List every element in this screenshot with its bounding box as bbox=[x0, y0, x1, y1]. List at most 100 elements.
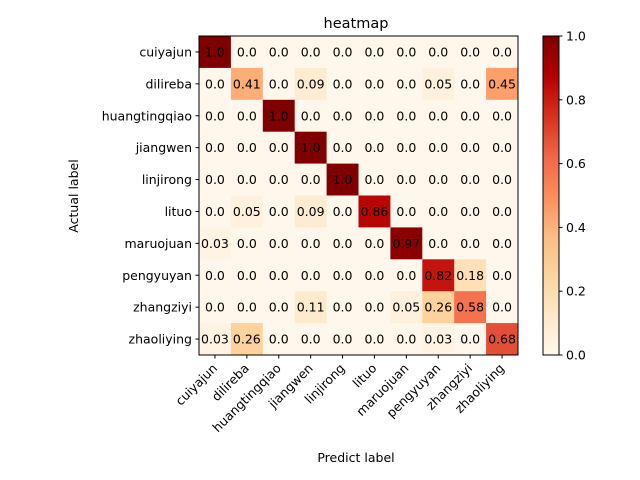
cell-value-label: 0.0 bbox=[396, 44, 416, 59]
cell-value-label: 1.0 bbox=[269, 108, 289, 123]
heatmap-cell bbox=[390, 195, 423, 228]
x-axis-ticks: cuiyajundilirebahuangtingqiaojiangwenlin… bbox=[172, 355, 507, 435]
heatmap-cell bbox=[294, 195, 327, 228]
cell-value-label: 0.0 bbox=[205, 300, 225, 315]
heatmap-cell bbox=[326, 99, 359, 133]
heatmap-cell bbox=[230, 163, 264, 196]
cell-value-label: 0.0 bbox=[492, 140, 512, 155]
cell-value-label: 0.0 bbox=[333, 108, 353, 123]
cell-value-label: 0.0 bbox=[428, 204, 448, 219]
cell-value-label: 0.0 bbox=[301, 268, 321, 283]
colorbar-tick-label: 0.0 bbox=[566, 348, 586, 363]
heatmap-cell bbox=[422, 163, 455, 196]
cell-value-label: 0.0 bbox=[428, 140, 448, 155]
heatmap-cell bbox=[262, 163, 296, 196]
cell-value-label: 0.0 bbox=[460, 140, 480, 155]
cell-value-label: 0.0 bbox=[237, 300, 257, 315]
heatmap-cell bbox=[262, 195, 296, 228]
cell-value-label: 1.0 bbox=[333, 172, 353, 187]
x-axis-label: Predict label bbox=[317, 450, 394, 465]
heatmap-cell bbox=[262, 99, 296, 133]
heatmap-cell bbox=[230, 323, 264, 356]
y-tick-label: zhaoliying bbox=[129, 332, 192, 347]
cell-value-label: 0.0 bbox=[205, 268, 225, 283]
cell-value-label: 0.0 bbox=[237, 268, 257, 283]
cell-value-label: 0.0 bbox=[333, 332, 353, 347]
heatmap-cell bbox=[486, 67, 519, 101]
heatmap-cell bbox=[422, 67, 455, 101]
heatmap-cell bbox=[358, 227, 391, 260]
y-tick-label: zhangziyi bbox=[133, 300, 192, 315]
cell-value-label: 0.0 bbox=[460, 108, 480, 123]
y-axis-ticks: cuiyajun dilireba huangtingqiao jiangwen lin… bbox=[102, 44, 199, 347]
cell-value-label: 0.0 bbox=[269, 204, 289, 219]
cell-value-label: 0.03 bbox=[201, 332, 229, 347]
heatmap-cell bbox=[326, 227, 359, 260]
heatmap-cell bbox=[294, 36, 327, 69]
heatmap-cell bbox=[294, 291, 327, 324]
heatmap-cell bbox=[358, 323, 391, 356]
cell-value-label: 0.0 bbox=[365, 108, 385, 123]
cell-value-label: 0.0 bbox=[333, 204, 353, 219]
heatmap-cell bbox=[358, 67, 391, 101]
heatmap-cell bbox=[294, 131, 327, 164]
heatmap-cell bbox=[326, 131, 359, 164]
heatmap-cell bbox=[294, 99, 327, 133]
cell-value-label: 0.0 bbox=[396, 332, 416, 347]
heatmap-cell bbox=[262, 259, 296, 292]
colorbar-ticks: 0.0 0.2 0.4 0.6 0.8 1.0 bbox=[559, 29, 586, 363]
cell-value-label: 0.0 bbox=[396, 204, 416, 219]
cell-value-label: 0.0 bbox=[365, 140, 385, 155]
cell-value-label: 0.0 bbox=[492, 300, 512, 315]
colorbar-tick-label: 1.0 bbox=[566, 29, 586, 44]
heatmap-cell bbox=[230, 131, 264, 164]
chart-title: heatmap bbox=[324, 16, 389, 32]
plot-frame bbox=[198, 35, 519, 356]
heatmap-cell bbox=[326, 163, 359, 196]
cell-value-label: 0.05 bbox=[233, 204, 261, 219]
heatmap-cell bbox=[326, 67, 359, 101]
heatmap-cell bbox=[390, 323, 423, 356]
heatmap-cell bbox=[199, 67, 232, 101]
cell-value-label: 0.0 bbox=[333, 236, 353, 251]
cell-value-label: 0.58 bbox=[456, 300, 484, 315]
heatmap-cell bbox=[294, 323, 327, 356]
heatmap-cell bbox=[390, 131, 423, 164]
heatmap-cell bbox=[486, 227, 519, 260]
heatmap-cell bbox=[390, 36, 423, 69]
heatmap-cell bbox=[486, 195, 519, 228]
cell-value-label: 0.0 bbox=[492, 172, 512, 187]
heatmap-cell bbox=[358, 99, 391, 133]
cell-value-label: 0.26 bbox=[233, 332, 261, 347]
cell-value-label: 0.0 bbox=[269, 300, 289, 315]
y-tick-label: huangtingqiao bbox=[102, 108, 192, 123]
heatmap-cell bbox=[230, 36, 264, 69]
heatmap-cell bbox=[230, 259, 264, 292]
heatmap-cell bbox=[294, 259, 327, 292]
heatmap-cell-labels: 1.0 0.0 0.0 0.0 0.0 0.0 0.0 0.0 0.0 0.0 0.0 0.41 0.0… bbox=[201, 44, 516, 346]
cell-value-label: 0.0 bbox=[365, 300, 385, 315]
heatmap-cell bbox=[390, 67, 423, 101]
y-tick-label: jiangwen bbox=[135, 140, 192, 155]
cell-value-label: 0.0 bbox=[269, 172, 289, 187]
heatmap-cell bbox=[230, 67, 264, 101]
heatmap-cell bbox=[390, 259, 423, 292]
cell-value-label: 0.0 bbox=[237, 108, 257, 123]
cell-value-label: 0.0 bbox=[269, 236, 289, 251]
x-tick-label: cuiyajun bbox=[172, 361, 220, 409]
heatmap-cell bbox=[199, 291, 232, 324]
cell-value-label: 0.0 bbox=[396, 108, 416, 123]
heatmap-cell bbox=[294, 163, 327, 196]
heatmap-cell bbox=[486, 99, 519, 133]
heatmap-cell bbox=[230, 99, 264, 133]
cell-value-label: 0.82 bbox=[424, 268, 452, 283]
heatmap-cell bbox=[358, 291, 391, 324]
heatmap-cell bbox=[358, 131, 391, 164]
cell-value-label: 0.0 bbox=[237, 44, 257, 59]
heatmap-cell bbox=[358, 163, 391, 196]
cell-value-label: 0.0 bbox=[301, 172, 321, 187]
heatmap-cell bbox=[262, 291, 296, 324]
heatmap-cell bbox=[199, 227, 232, 260]
heatmap-cell bbox=[422, 131, 455, 164]
